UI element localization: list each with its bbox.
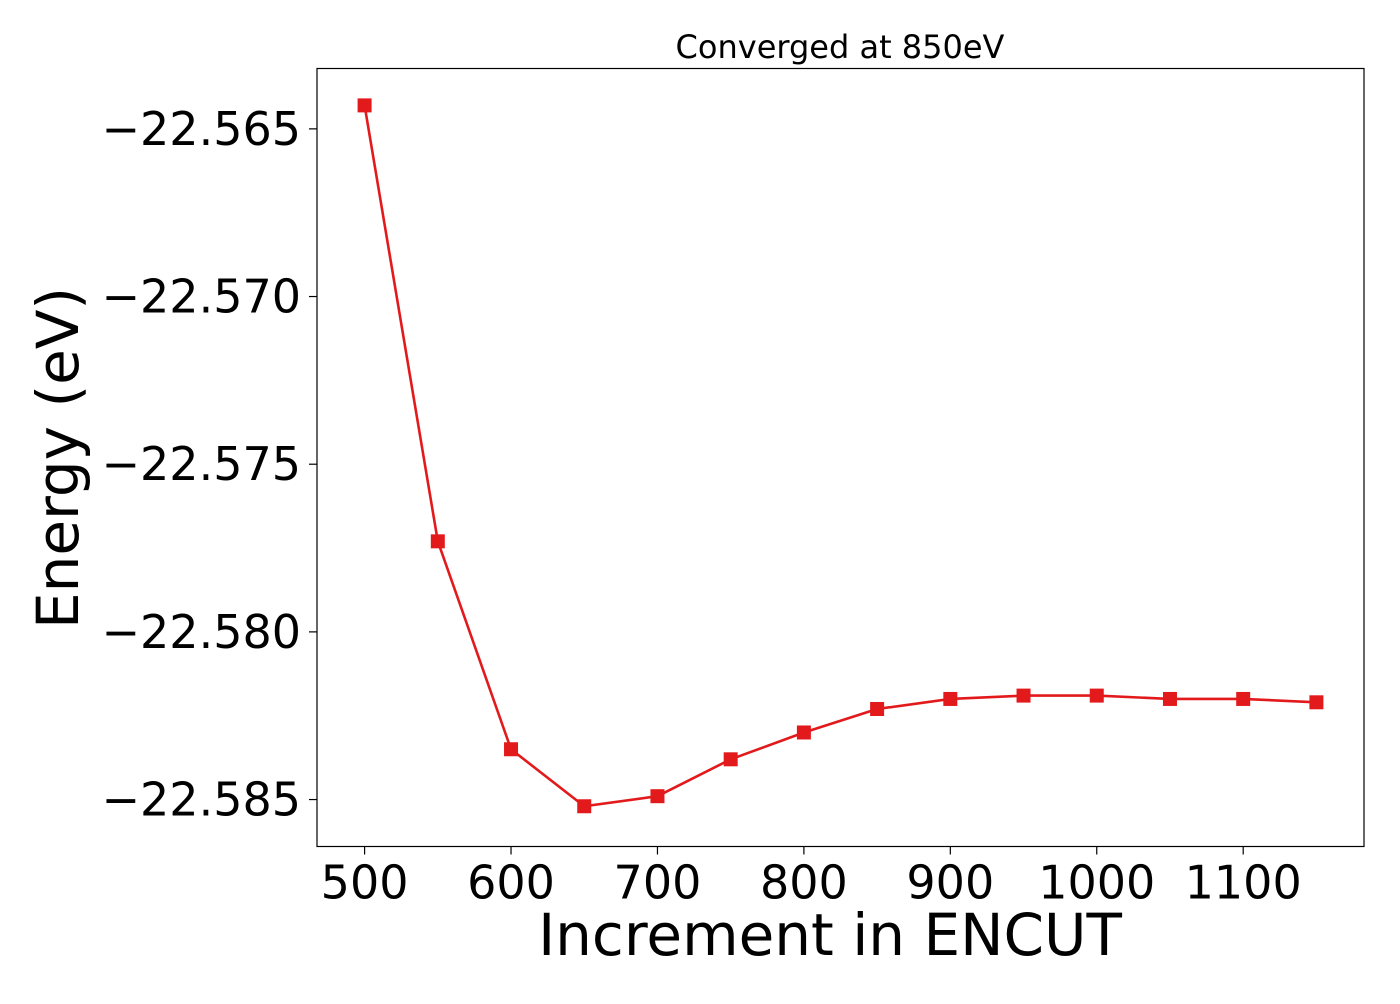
data-point-marker [1016,688,1031,703]
x-tick-label: 800 [760,856,848,910]
data-point-marker [796,725,811,740]
data-point-marker [723,752,738,767]
data-point-marker [1089,688,1104,703]
data-point-marker [1162,691,1177,706]
data-point-marker [504,742,519,757]
y-tick-label: −22.585 [102,773,302,827]
data-point-marker [357,98,372,113]
x-axis-ticks: 500 600 700 800 900 1000 1100 [321,846,1302,910]
x-tick-label: 500 [321,856,409,910]
x-axis-label: Increment in ENCUT [538,901,1122,969]
x-tick-label: 900 [906,856,994,910]
plot-area-frame [316,67,1365,848]
series-line [363,105,1317,808]
y-axis-ticks: −22.565 −22.570 −22.575 −22.580 −22.585 [102,102,317,827]
data-point-marker [650,789,665,804]
chart-title: Converged at 850eV [676,28,1005,66]
x-tick-label: 1000 [1038,856,1155,910]
y-axis-label: Energy (eV) [24,287,92,629]
data-point-marker [430,534,445,549]
y-tick-label: −22.570 [102,270,302,324]
x-tick-label: 700 [614,856,702,910]
data-point-marker [1236,691,1251,706]
y-tick-label: −22.575 [102,437,302,491]
data-point-marker [870,702,885,717]
data-point-marker [943,691,958,706]
x-tick-label: 600 [467,856,555,910]
x-tick-label: 1100 [1185,856,1302,910]
data-point-marker [577,799,592,814]
series-layer [357,98,1324,814]
y-tick-label: −22.580 [102,605,302,659]
data-point-marker [1309,695,1324,710]
y-tick-label: −22.565 [102,102,302,156]
